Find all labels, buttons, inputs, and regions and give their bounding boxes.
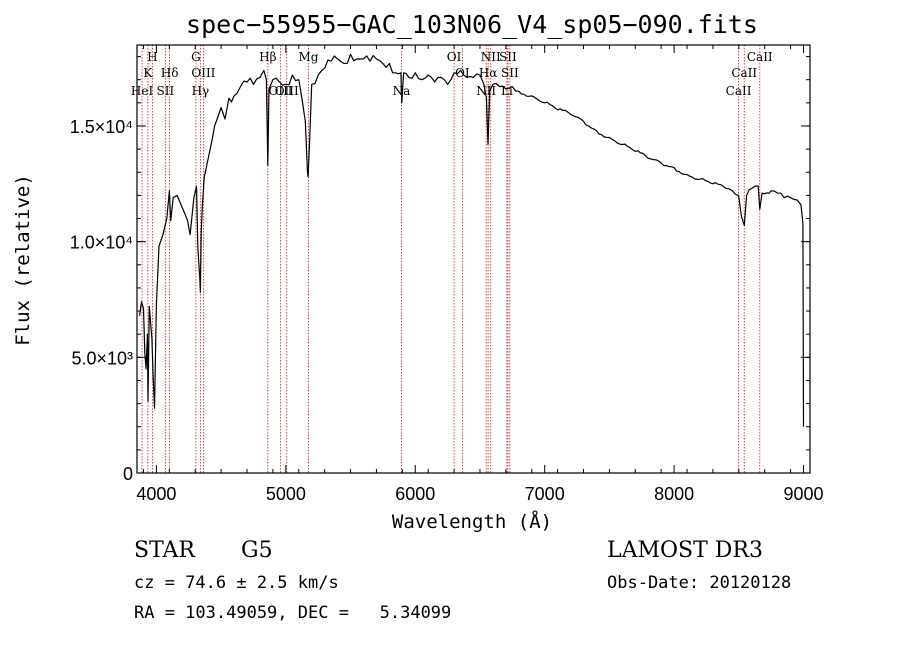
line-label-6: OIII — [191, 66, 215, 80]
line-label-7: Hγ — [192, 84, 210, 98]
line-label-22: CaII — [731, 66, 757, 80]
observation-date: Obs-Date: 20120128 — [607, 573, 792, 593]
line-label-20: Li — [501, 84, 513, 98]
line-label-17: Hα — [479, 66, 498, 80]
spectrum-line — [139, 53, 805, 427]
object-subclass: G5 — [241, 538, 273, 563]
chart-title: spec−55955−GAC_103N06_V4_sp05−090.fits — [186, 10, 758, 39]
x-tick-label-2: 6000 — [395, 484, 435, 504]
x-tick-label-5: 9000 — [784, 484, 824, 504]
x-tick-label-3: 7000 — [525, 484, 565, 504]
line-label-11: Mg — [299, 50, 319, 64]
survey-name: LAMOST DR3 — [607, 538, 763, 563]
line-label-10: OIII — [275, 84, 299, 98]
line-label-21: CaII — [726, 84, 752, 98]
redshift-value: cz = 74.6 ± 2.5 km/s — [134, 573, 339, 593]
x-tick-label-1: 5000 — [266, 484, 306, 504]
y-axis-label: Flux (relative) — [12, 174, 34, 346]
x-axis-ticks: 4000 5000 6000 7000 8000 9000 — [136, 45, 824, 504]
plot-frame — [136, 44, 811, 474]
line-label-2: HeI — [131, 84, 154, 98]
x-tick-label-0: 4000 — [136, 484, 176, 504]
x-tick-label-4: 8000 — [654, 484, 694, 504]
line-label-0: H — [147, 50, 157, 64]
spectral-line-markers — [141, 45, 761, 473]
y-tick-label-0: 0 — [123, 464, 133, 484]
line-label-16: NII — [481, 50, 501, 64]
line-label-18: SII — [499, 50, 517, 64]
line-label-4: Hδ — [161, 66, 179, 80]
line-label-5: G — [191, 50, 201, 64]
x-axis-label: Wavelength (Å) — [392, 510, 552, 533]
line-label-8: Hβ — [259, 50, 276, 64]
line-label-3: SII — [156, 84, 174, 98]
line-label-9: OIII — [268, 84, 292, 98]
object-class: STAR — [134, 538, 195, 563]
line-label-13: OI — [447, 50, 462, 64]
coordinates: RA = 103.49059, DEC = 5.34099 — [134, 603, 452, 623]
line-label-23: CaII — [747, 50, 773, 64]
y-tick-label-3: 1.5×10⁴ — [70, 117, 133, 137]
line-label-1: K — [143, 66, 153, 80]
y-axis-ticks: 0 5.0×10³ 1.0×10⁴ 1.5×10⁴ — [70, 56, 810, 484]
y-tick-label-2: 1.0×10⁴ — [70, 233, 133, 253]
line-label-19: SII — [501, 66, 519, 80]
y-tick-label-1: 5.0×10³ — [71, 348, 133, 368]
